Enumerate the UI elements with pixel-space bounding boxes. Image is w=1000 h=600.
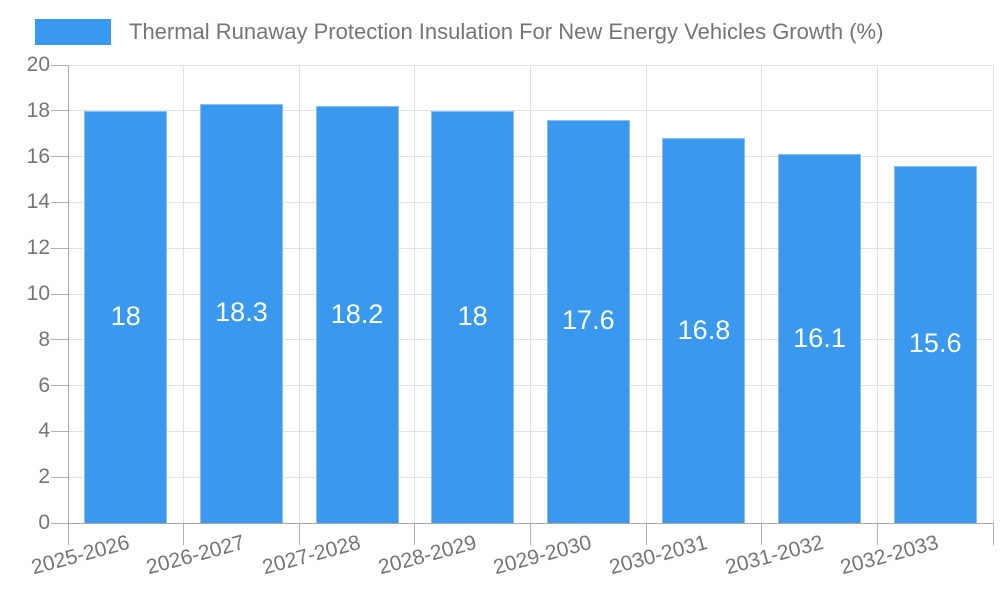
y-axis-line [67,65,69,545]
y-axis-tick [51,522,68,524]
legend-swatch-icon [35,19,111,45]
y-axis-tick [51,339,68,341]
bar-value-label: 18 [457,300,488,331]
bar-value-label: 18 [110,300,141,331]
bar[interactable] [662,138,746,523]
x-gridline [414,65,416,523]
x-gridline [876,65,878,523]
x-axis-tick [992,523,994,545]
x-gridline [530,65,531,523]
bar-value-label: 16.8 [677,314,731,345]
y-axis-label: 14 [26,190,50,214]
x-gridline [992,65,994,523]
bar-value-label: 17.6 [562,305,615,336]
bar-value-label: 18.3 [215,297,268,328]
bar-value-label: 15.6 [908,328,962,359]
legend-item[interactable]: Thermal Runaway Protection Insulation Fo… [35,18,883,46]
y-axis-label: 0 [38,511,50,534]
y-axis-tick [51,201,68,203]
y-axis-label: 2 [38,465,50,489]
x-gridline [298,65,300,523]
y-axis-label: 10 [26,282,50,305]
y-axis-tick [51,156,68,158]
y-axis-tick [51,64,68,66]
bar-value-label: 16.1 [793,322,846,353]
bar[interactable] [893,165,977,523]
x-axis-tick [645,523,647,545]
x-axis-tick [876,523,878,545]
y-axis-tick [51,293,68,295]
x-gridline [183,65,185,523]
y-axis-tick [51,385,68,387]
legend-label: Thermal Runaway Protection Insulation Fo… [129,19,884,44]
bar[interactable] [431,110,515,523]
x-axis-tick [530,523,531,545]
x-axis-tick [298,523,300,545]
bar[interactable] [546,119,630,523]
bar[interactable] [315,106,399,523]
bar[interactable] [199,103,283,523]
x-axis-tick [183,523,185,545]
y-axis-label: 18 [26,98,50,122]
y-axis-tick [51,247,68,249]
x-axis-line [68,522,993,524]
bar[interactable] [778,154,862,523]
bar[interactable] [84,110,168,523]
x-axis-tick [414,523,416,545]
y-axis-label: 12 [26,236,50,260]
y-axis-label: 8 [38,327,50,351]
x-axis-tick [761,523,763,545]
x-gridline [645,65,647,523]
y-axis-label: 16 [26,144,50,168]
y-axis-label: 20 [26,53,50,76]
x-gridline [761,65,763,523]
y-axis-tick [51,430,68,432]
y-axis-label: 6 [38,373,50,397]
y-axis-tick [51,476,68,478]
y-axis-label: 4 [38,419,50,443]
y-axis-tick [51,110,68,112]
bar-value-label: 18.2 [330,298,384,329]
